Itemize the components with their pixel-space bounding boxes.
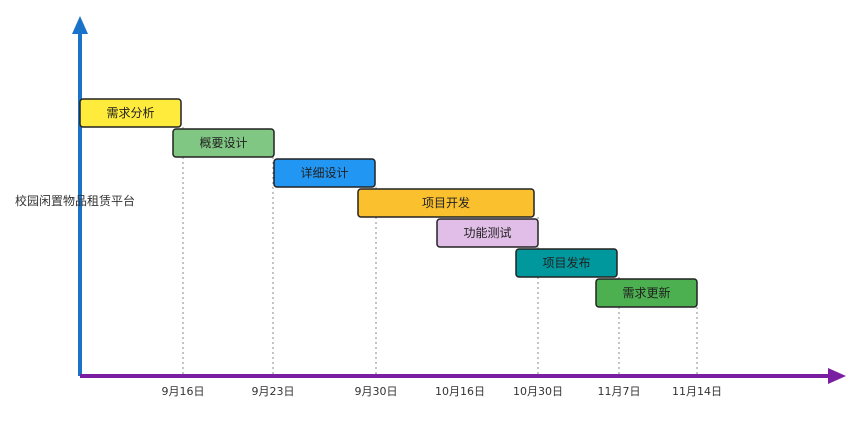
y-axis-arrow-icon xyxy=(72,16,88,34)
task-label: 功能测试 xyxy=(463,225,511,240)
task-bar[interactable]: 项目开发 xyxy=(357,188,535,218)
x-tick-label: 10月30日 xyxy=(513,385,563,398)
x-tick-label: 11月14日 xyxy=(672,385,722,398)
task-bar-rect xyxy=(273,158,376,188)
x-tick-labels: 9月16日 9月23日 9月30日 10月16日 10月30日 11月7日 11月14日 xyxy=(162,385,723,398)
task-bar-rect xyxy=(357,188,535,218)
x-tick-label: 9月30日 xyxy=(355,385,398,398)
axes xyxy=(72,16,846,384)
task-bar-rect xyxy=(436,218,539,248)
y-axis-title: 校园闲置物品租赁平台 xyxy=(15,194,136,208)
task-bar[interactable]: 项目发布 xyxy=(515,248,618,278)
task-bar[interactable]: 概要设计 xyxy=(172,128,275,158)
task-label: 需求分析 xyxy=(106,106,154,120)
guide-lines xyxy=(182,127,698,376)
task-bar[interactable]: 需求更新 xyxy=(595,278,698,308)
x-tick-label: 9月23日 xyxy=(252,385,295,398)
task-label: 项目发布 xyxy=(542,255,590,270)
task-label: 项目开发 xyxy=(422,195,470,210)
task-label: 需求更新 xyxy=(622,285,670,300)
task-bar-rect xyxy=(172,128,275,158)
task-bar[interactable]: 详细设计 xyxy=(273,158,376,188)
task-bar-rect xyxy=(595,278,698,308)
task-bar-rect xyxy=(515,248,618,278)
x-axis-arrow-icon xyxy=(828,368,846,384)
x-tick-label: 11月7日 xyxy=(598,385,641,398)
task-bar[interactable]: 功能测试 xyxy=(436,218,539,248)
x-tick-label: 9月16日 xyxy=(162,385,205,398)
task-label: 详细设计 xyxy=(300,165,348,180)
task-bar[interactable]: 需求分析 xyxy=(79,98,182,128)
x-tick-label: 10月16日 xyxy=(435,385,485,398)
task-bar-rect xyxy=(79,98,182,128)
task-label: 概要设计 xyxy=(199,136,247,150)
